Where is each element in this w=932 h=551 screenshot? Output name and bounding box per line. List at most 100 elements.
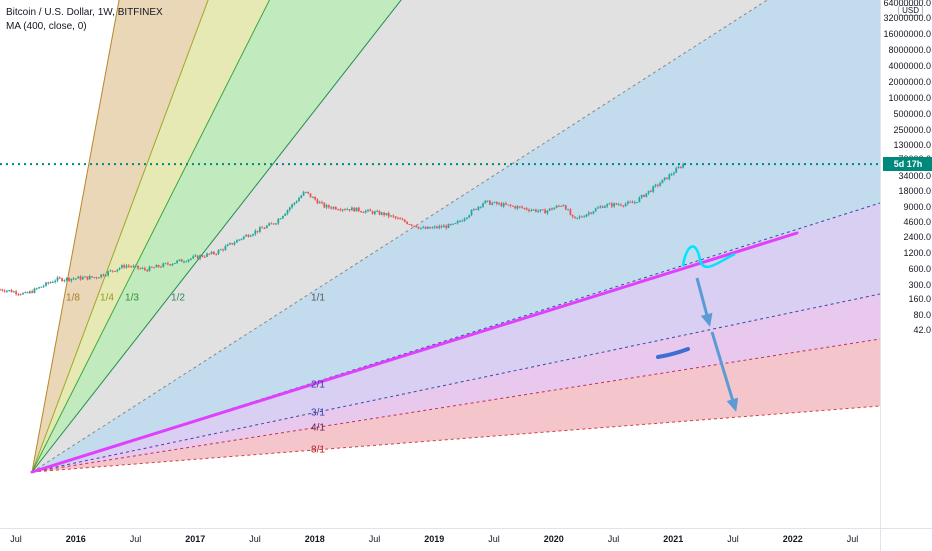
candle-body — [608, 203, 611, 205]
candle-body — [564, 205, 567, 210]
symbol-title[interactable]: Bitcoin / U.S. Dollar, 1W, BITFINEX — [6, 7, 163, 18]
fan-label-top[interactable]: 1/3 — [125, 292, 139, 304]
fan-zone-1-1 — [32, 0, 880, 472]
candle-body — [42, 285, 45, 287]
candle-body — [576, 217, 579, 219]
price-tick-label: 4000000.0 — [888, 61, 931, 72]
candle-body — [194, 255, 197, 257]
candle-body — [95, 277, 98, 279]
indicator-label[interactable]: MA (400, close, 0) — [6, 21, 87, 32]
candle-body — [245, 234, 247, 237]
candle-body — [176, 260, 178, 263]
candle-body — [410, 224, 413, 226]
candle-body — [362, 211, 365, 213]
candle-body — [601, 206, 604, 208]
candle-body — [8, 290, 11, 292]
candle-body — [178, 259, 181, 261]
candle-body — [495, 201, 498, 204]
candle-body — [302, 192, 305, 196]
time-axis[interactable]: Jul 2016 Jul 2017 Jul 2018 Jul 2019 Jul 2020 Jul 20… — [0, 528, 880, 551]
candle-body — [624, 203, 627, 206]
time-tick-label: Jul — [607, 534, 620, 544]
candle-body — [70, 278, 73, 281]
candle-body — [68, 277, 70, 281]
candle-body — [263, 228, 266, 230]
candle-body — [530, 209, 533, 211]
candle-body — [452, 223, 454, 225]
candle-body — [679, 167, 682, 169]
candle-body — [100, 274, 103, 278]
candle-body — [369, 209, 372, 212]
price-axis[interactable]: USD 64000000.0 32000000.0 16000000.0 800000… — [880, 0, 932, 528]
price-tick-label: 18000.0 — [898, 185, 931, 196]
fan-label-bottom[interactable]: 2/1 — [311, 379, 325, 391]
price-tick-label: 250000.0 — [893, 125, 931, 136]
candle-body — [383, 212, 385, 216]
candle-body — [521, 206, 523, 208]
candle-body — [98, 277, 100, 279]
candle-body — [472, 208, 475, 211]
fan-label-bottom[interactable]: 1/1 — [311, 292, 325, 304]
candle-body — [49, 282, 52, 284]
fan-label-top[interactable]: 1/2 — [171, 292, 185, 304]
candle-body — [668, 174, 671, 180]
candle-body — [364, 210, 367, 213]
price-tick-label: 32000000.0 — [883, 13, 931, 24]
fan-label-top[interactable]: 1/8 — [66, 292, 80, 304]
fan-label-bottom[interactable]: 8/1 — [311, 444, 325, 456]
price-tick-label: 16000000.0 — [883, 29, 931, 40]
candle-body — [3, 290, 6, 292]
candle-body — [523, 207, 526, 209]
candle-body — [291, 204, 293, 208]
candle-body — [475, 208, 477, 210]
candle-body — [116, 269, 119, 272]
candle-body — [52, 281, 54, 283]
candle-body — [35, 288, 38, 290]
candle-body — [498, 203, 500, 205]
forecast-curve — [681, 245, 736, 269]
price-tick-label: 2400.0 — [903, 232, 931, 242]
candle-body — [111, 270, 114, 272]
candle-body — [91, 276, 93, 278]
candle-body — [210, 251, 213, 254]
candle-body — [121, 265, 123, 268]
candle-body — [647, 190, 650, 194]
fan-label-top[interactable]: 1/4 — [100, 292, 114, 304]
candle-body — [518, 206, 521, 208]
time-tick-label: Jul — [129, 534, 142, 544]
chart-plot-area[interactable] — [0, 0, 880, 528]
currency-label[interactable]: USD — [898, 5, 923, 16]
candle-body — [141, 268, 144, 270]
candle-body — [254, 230, 257, 235]
candle-body — [31, 291, 34, 293]
time-tick-label: 2016 — [65, 534, 86, 544]
candle-body — [438, 226, 441, 229]
fan-label-bottom[interactable]: 4/1 — [311, 422, 325, 434]
candle-body — [77, 276, 80, 279]
candle-body — [104, 275, 107, 277]
candle-body — [682, 164, 684, 168]
chart-canvas[interactable] — [0, 0, 880, 528]
candle-body — [390, 215, 392, 217]
candle-body — [562, 205, 565, 207]
candle-body — [298, 198, 300, 202]
candle-body — [426, 226, 429, 229]
candle-body — [528, 209, 530, 211]
candle-body — [604, 206, 606, 208]
candle-body — [436, 226, 438, 229]
candle-body — [360, 211, 362, 213]
price-tick-label: 4600.0 — [903, 217, 931, 228]
candle-body — [403, 219, 406, 222]
candle-body — [355, 207, 358, 212]
candle-body — [574, 216, 576, 218]
candle-body — [256, 230, 259, 232]
candle-body — [153, 267, 155, 269]
candle-body — [259, 227, 261, 232]
candle-body — [357, 207, 360, 212]
candle-body — [539, 209, 542, 211]
price-tick-label: 500000.0 — [893, 109, 931, 120]
price-tick-label: 2000000.0 — [888, 77, 931, 88]
candle-body — [633, 202, 636, 204]
candle-body — [666, 177, 668, 180]
fan-label-bottom[interactable]: 3/1 — [311, 407, 325, 419]
